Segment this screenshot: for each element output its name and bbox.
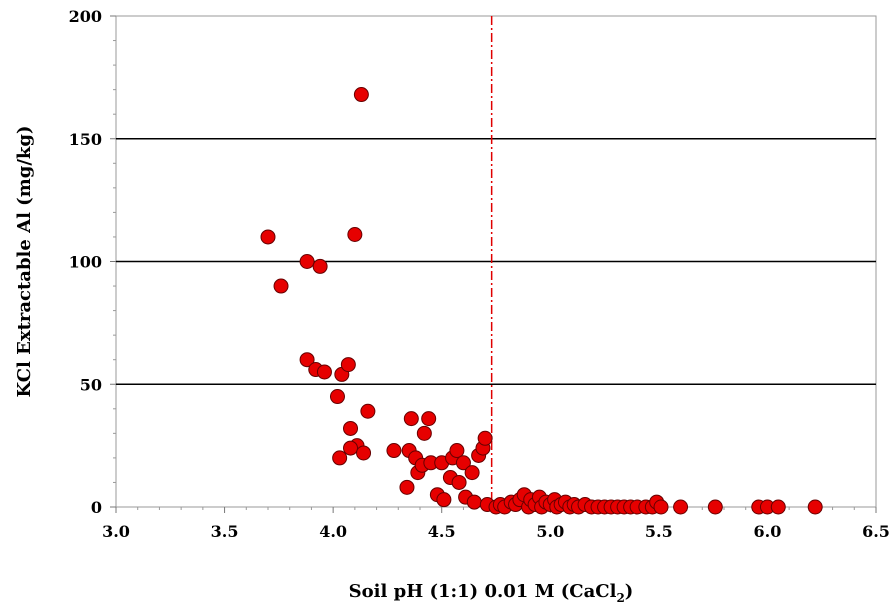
data-point	[451, 474, 467, 490]
data-point	[329, 389, 345, 405]
data-point	[403, 411, 419, 427]
y-tick-label: 50	[80, 375, 102, 394]
data-point	[316, 364, 332, 380]
data-point	[399, 479, 415, 495]
y-tick-label: 0	[91, 498, 102, 517]
data-point	[260, 229, 276, 245]
data-point	[455, 455, 471, 471]
y-tick-label: 150	[69, 130, 102, 149]
data-point	[421, 411, 437, 427]
x-axis-title-suffix: )	[625, 581, 634, 602]
data-point	[356, 445, 372, 461]
x-axis-title: Soil pH (1:1) 0.01 M (CaCl2)	[349, 581, 634, 605]
x-tick-label: 5.0	[536, 522, 564, 541]
tick-labels: 0 50 100 150 200 3.0 3.5 4.0 4.5 5.0 5.5 6.0 6.5	[69, 7, 890, 541]
data-point	[299, 254, 315, 269]
data-point	[340, 357, 356, 373]
data-point	[477, 430, 493, 446]
data-point	[273, 278, 289, 294]
data-point	[312, 258, 328, 274]
x-tick-label: 4.5	[428, 522, 456, 541]
x-tick-label: 3.0	[102, 522, 130, 541]
data-point	[436, 492, 452, 508]
data-point	[653, 499, 669, 515]
data-point	[464, 465, 480, 481]
data-point	[466, 494, 482, 510]
data-point	[673, 499, 689, 515]
data-point	[343, 440, 359, 456]
data-point	[353, 87, 369, 103]
data-point	[770, 499, 786, 515]
x-tick-label: 3.5	[211, 522, 239, 541]
data-point	[707, 499, 723, 515]
y-tick-label: 200	[69, 7, 102, 26]
data-points	[260, 87, 823, 515]
data-point	[807, 499, 823, 515]
data-point	[332, 450, 348, 466]
data-point	[360, 403, 376, 419]
axis-ticks	[110, 15, 877, 513]
data-point	[343, 420, 359, 436]
y-axis-title: KCl Extractable Al (mg/kg)	[14, 126, 35, 398]
data-point	[347, 226, 363, 242]
data-point	[416, 425, 432, 441]
x-tick-label: 6.5	[862, 522, 890, 541]
x-axis-title-subscript: 2	[616, 591, 624, 605]
data-point	[386, 443, 402, 459]
gridlines	[116, 138, 876, 385]
x-tick-label: 5.5	[645, 522, 673, 541]
y-tick-label: 100	[69, 253, 102, 272]
x-tick-label: 6.0	[754, 522, 782, 541]
data-point	[299, 352, 315, 368]
x-axis-title-main: Soil pH (1:1) 0.01 M (CaCl	[349, 581, 617, 602]
data-point	[449, 443, 465, 459]
x-tick-label: 4.0	[319, 522, 347, 541]
